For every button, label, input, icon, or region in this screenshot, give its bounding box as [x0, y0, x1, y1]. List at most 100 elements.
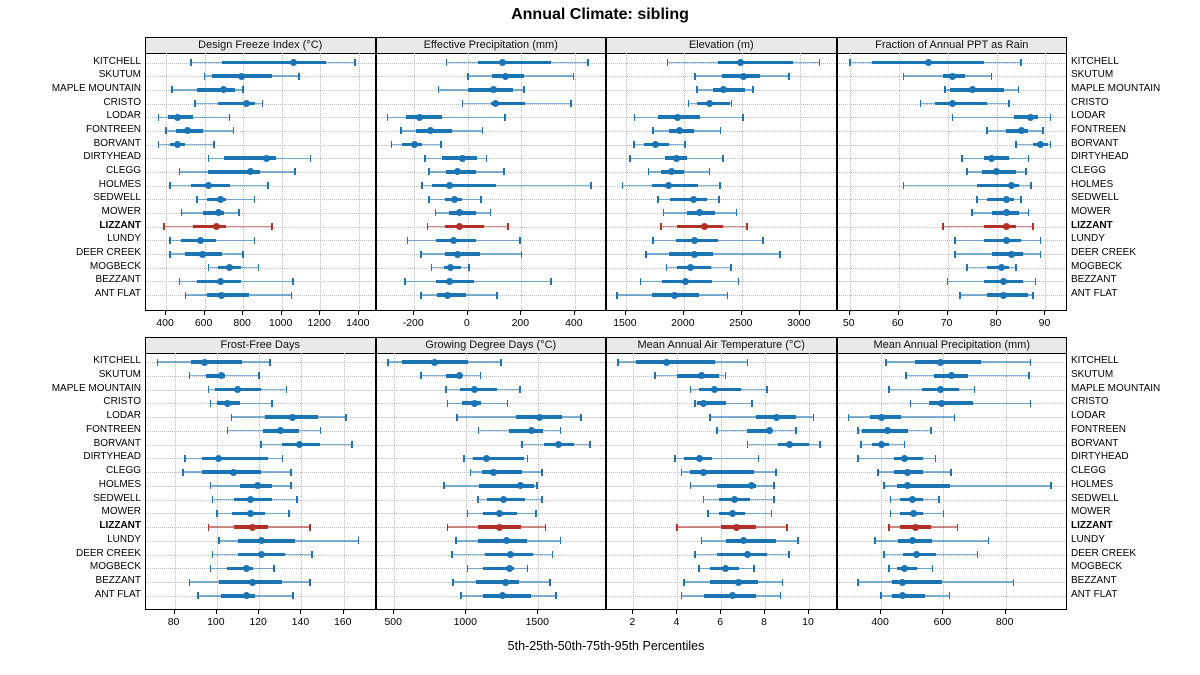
site-label-right: SEDWELL	[1071, 192, 1119, 204]
whisker-cap	[309, 523, 311, 531]
whisker-cap	[285, 386, 288, 394]
whisker-cap	[446, 399, 449, 407]
median-dot	[900, 564, 908, 572]
median-dot	[444, 291, 452, 299]
panel-plot	[607, 353, 836, 611]
panel-strip-title: Effective Precipitation (mm)	[376, 38, 605, 54]
row-gridline	[837, 444, 1066, 446]
whisker-cap	[909, 399, 912, 407]
whisker-cap	[880, 592, 882, 600]
whisker-cap	[884, 358, 887, 366]
whisker-cap	[718, 195, 721, 203]
whisker-cap	[883, 551, 886, 559]
percentile-range-25-75	[896, 484, 950, 488]
whisker-cap	[549, 277, 552, 285]
x-gridline	[216, 353, 218, 611]
site-label-left: BEZZANT	[95, 274, 141, 286]
whisker-cap	[931, 564, 934, 572]
median-dot	[949, 72, 956, 80]
percentile-range-25-75	[218, 101, 255, 106]
median-dot	[672, 154, 680, 162]
whisker-cap	[1029, 358, 1032, 366]
site-label-left: FONTREEN	[86, 123, 141, 135]
median-dot	[431, 358, 439, 366]
percentile-range-25-75	[490, 101, 526, 106]
whisker-cap	[466, 564, 469, 572]
percentile-range-5-95	[158, 143, 215, 146]
whisker-cap	[762, 236, 765, 244]
x-tick	[880, 610, 882, 614]
whisker-cap	[292, 592, 294, 600]
whisker-cap	[253, 195, 256, 203]
whisker-cap	[660, 223, 663, 231]
x-tick	[624, 311, 626, 315]
whisker-cap	[751, 399, 753, 407]
median-dot	[216, 195, 224, 203]
site-label-right: SKUTUM	[1071, 69, 1114, 81]
row-gridline	[837, 158, 1066, 160]
whisker-cap	[951, 113, 954, 121]
whisker-cap	[617, 358, 619, 366]
row-gridline	[146, 89, 375, 91]
x-tick	[764, 610, 766, 614]
median-dot	[720, 86, 728, 94]
percentile-range-5-95	[675, 457, 759, 459]
whisker-cap	[188, 372, 191, 380]
x-gridline	[943, 353, 945, 611]
site-label-right: BORVANT	[1071, 437, 1119, 449]
whisker-cap	[216, 509, 218, 517]
x-tick-label: 1500	[525, 616, 549, 628]
percentile-range-25-75	[227, 566, 253, 571]
site-label-right: CLEGG	[1071, 164, 1107, 176]
percentile-range-25-75	[935, 101, 987, 106]
whisker-cap	[973, 386, 976, 394]
median-dot	[691, 236, 699, 244]
median-dot	[450, 195, 458, 203]
median-dot	[696, 209, 704, 217]
whisker-cap	[559, 427, 562, 435]
percentile-range-25-75	[892, 580, 942, 584]
whisker-cap	[941, 223, 944, 231]
whisker-cap	[719, 127, 722, 135]
whisker-cap	[856, 454, 859, 462]
site-label-right: MAPLE MOUNTAIN	[1071, 382, 1161, 394]
percentile-range-25-75	[893, 456, 924, 461]
median-dot	[453, 250, 461, 258]
whisker-cap	[621, 182, 624, 190]
median-dot	[681, 277, 689, 285]
median-dot	[446, 264, 454, 272]
whisker-cap	[520, 441, 523, 449]
whisker-cap	[942, 509, 945, 517]
whisker-cap	[434, 209, 437, 217]
site-label-right: LIZZANT	[1071, 219, 1113, 231]
whisker-cap	[541, 496, 543, 504]
x-tick	[465, 610, 467, 614]
site-label-left: LODAR	[106, 410, 141, 422]
x-tick	[520, 311, 522, 315]
whisker-cap	[665, 264, 668, 272]
median-dot	[506, 551, 514, 559]
whisker-cap	[226, 427, 229, 435]
whisker-cap	[311, 551, 313, 559]
whisker-cap	[818, 59, 821, 66]
whisker-cap	[874, 537, 876, 545]
median-dot	[174, 141, 182, 149]
whisker-cap	[737, 277, 740, 285]
x-tick-label: -200	[402, 317, 424, 329]
median-dot	[247, 509, 255, 517]
panel-frost-free-days: Frost-Free Days	[145, 337, 376, 611]
site-label-left: BORVANT	[93, 137, 141, 149]
site-label-right: LUNDY	[1071, 233, 1105, 245]
whisker-cap	[157, 113, 160, 121]
median-dot	[700, 399, 708, 407]
median-dot	[904, 468, 912, 476]
whisker-cap	[905, 372, 907, 380]
percentile-range-25-75	[472, 456, 524, 461]
whisker-cap	[775, 468, 777, 476]
row-gridline	[837, 513, 1066, 515]
x-gridline	[467, 53, 469, 312]
whisker-cap	[345, 413, 347, 421]
row-gridline	[837, 199, 1066, 201]
median-dot	[765, 427, 773, 435]
whisker-cap	[559, 537, 562, 545]
